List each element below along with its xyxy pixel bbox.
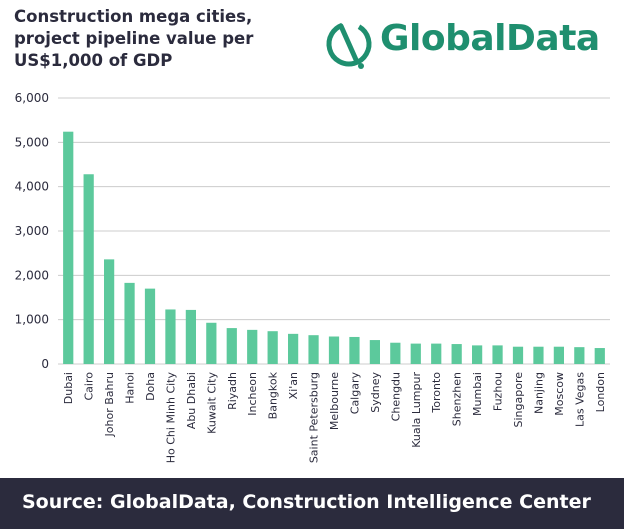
y-tick-label: 6,000 xyxy=(15,91,49,105)
x-tick-label: Las Vegas xyxy=(573,372,586,427)
title-line-1: Construction mega cities, xyxy=(14,7,253,26)
bar-chart: 0 1,000 2,000 3,000 4,000 5,000 6,000 Dubai Cair… xyxy=(15,91,610,464)
bar xyxy=(431,343,442,364)
x-tick-label: Melbourne xyxy=(328,372,341,430)
title-line-2: project pipeline value per xyxy=(14,29,254,48)
bar xyxy=(574,347,585,364)
bar xyxy=(226,328,237,364)
x-tick-label: Xi'an xyxy=(287,372,300,399)
globaldata-logo: GlobalData xyxy=(322,14,622,72)
bar xyxy=(328,336,340,364)
x-tick-label: Moscow xyxy=(553,372,566,416)
bar xyxy=(267,331,278,364)
x-tick-label: Shenzhen xyxy=(451,372,464,426)
bar xyxy=(553,346,564,364)
bar xyxy=(104,259,115,364)
bar xyxy=(349,336,360,364)
x-tick-label: Mumbai xyxy=(471,372,484,416)
x-tick-label: London xyxy=(594,372,607,412)
x-tick-label: Nanjing xyxy=(532,372,545,414)
bar xyxy=(410,343,421,364)
globaldata-logo-icon xyxy=(326,21,372,69)
bar xyxy=(124,282,135,364)
x-tick-label: Calgary xyxy=(348,372,361,415)
bar xyxy=(206,322,217,364)
x-tick-label: Dubai xyxy=(62,372,75,404)
y-tick-label: 5,000 xyxy=(15,135,49,149)
x-tick-label: Cairo xyxy=(83,372,96,401)
bar xyxy=(185,309,196,364)
x-tick-label: Toronto xyxy=(430,372,443,414)
x-tick-label: Incheon xyxy=(246,372,259,416)
x-tick-label: Hanoi xyxy=(124,372,137,404)
x-tick-label: Doha xyxy=(144,372,157,401)
bar xyxy=(369,340,380,364)
x-tick-label: Abu Dhabi xyxy=(185,372,198,429)
bar xyxy=(390,342,401,364)
bar xyxy=(533,346,544,364)
y-tick-label: 0 xyxy=(41,357,49,371)
bar xyxy=(247,329,258,364)
x-tick-label: Ho Chi Minh City xyxy=(164,372,177,464)
source-footer: Source: GlobalData, Construction Intelli… xyxy=(0,478,624,529)
brand-name: GlobalData xyxy=(380,18,600,59)
x-tick-label: Bangkok xyxy=(267,371,280,419)
y-tick-label: 4,000 xyxy=(15,180,49,194)
chart-title: Construction mega cities, project pipeli… xyxy=(14,6,314,72)
x-tick-label: Johor Bahru xyxy=(103,372,116,437)
bar xyxy=(308,335,319,364)
bar xyxy=(492,345,503,364)
bar xyxy=(165,309,176,364)
x-tick-label: Fuzhou xyxy=(492,372,505,411)
title-line-3: US$1,000 of GDP xyxy=(14,51,173,70)
bar xyxy=(83,174,94,364)
x-tick-label: Saint Petersburg xyxy=(308,372,321,463)
bar xyxy=(63,131,74,364)
bar xyxy=(144,288,156,364)
x-tick-label: Singapore xyxy=(512,372,525,428)
y-tick-label: 3,000 xyxy=(15,224,49,238)
x-tick-label: Chengdu xyxy=(389,372,402,421)
x-tick-label: Kuwait City xyxy=(205,372,218,434)
bar xyxy=(472,345,483,364)
x-tick-label: Kuala Lumpur xyxy=(410,372,423,448)
source-text: Source: GlobalData, Construction Intelli… xyxy=(22,491,591,513)
y-tick-label: 2,000 xyxy=(15,268,49,282)
x-tick-label: Sydney xyxy=(369,372,382,413)
x-tick-label: Riyadh xyxy=(226,372,239,410)
bar xyxy=(594,348,605,364)
bar xyxy=(451,344,462,364)
y-tick-label: 1,000 xyxy=(15,313,49,327)
bar xyxy=(512,346,524,364)
bar xyxy=(288,333,299,364)
